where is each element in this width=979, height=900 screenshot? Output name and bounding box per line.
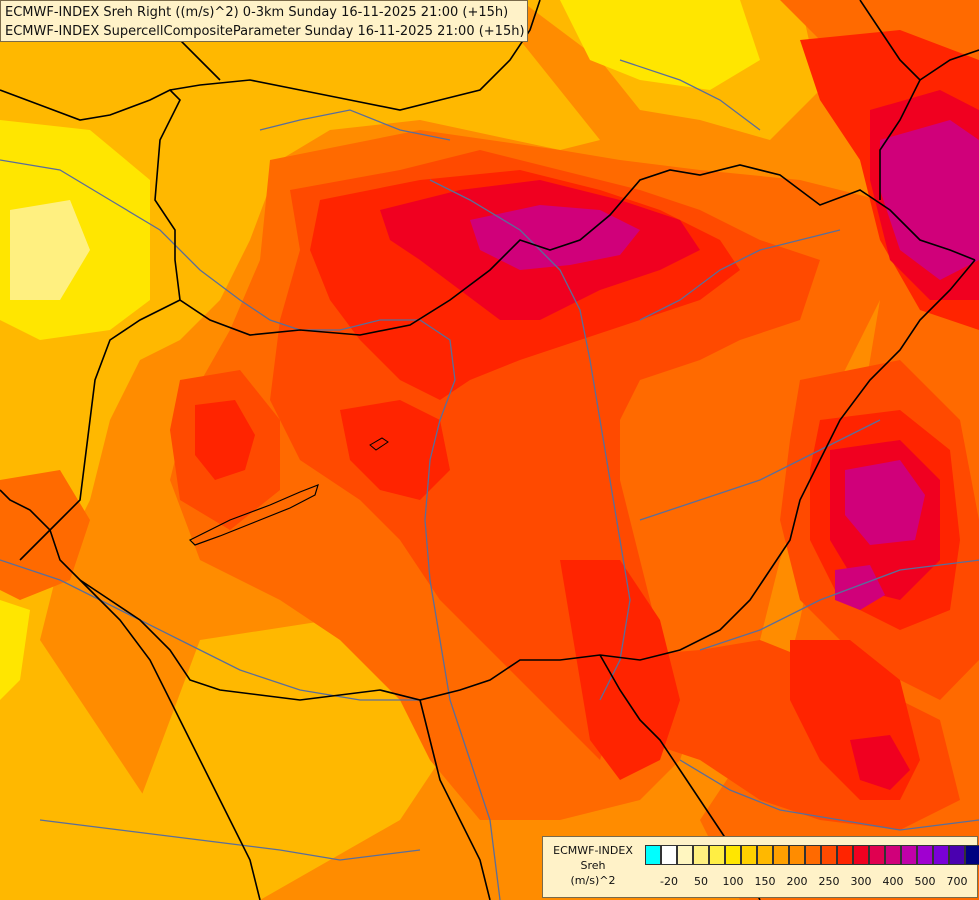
- legend-ticks: -20 50 100 150 200 250 300 400 500 700: [645, 875, 975, 891]
- legend-swatch: [885, 845, 901, 865]
- field-red-center: [340, 400, 450, 500]
- legend-title: ECMWF-INDEX Sreh (m/s)^2: [543, 843, 643, 888]
- field-yellow-north: [560, 0, 760, 90]
- legend-swatch: [725, 845, 741, 865]
- legend-title-line-1: ECMWF-INDEX: [553, 844, 633, 857]
- legend-swatch: [917, 845, 933, 865]
- legend-tick-label: 200: [786, 875, 808, 888]
- legend-swatch: [789, 845, 805, 865]
- legend-tick-label: 700: [946, 875, 968, 888]
- legend-tick-label: 400: [882, 875, 904, 888]
- field-red-west-blob: [195, 400, 255, 480]
- legend-tick-label: 100: [722, 875, 744, 888]
- field-magenta-north: [470, 205, 640, 270]
- legend-tick-label: 250: [818, 875, 840, 888]
- legend-swatch: [693, 845, 709, 865]
- legend-swatch: [933, 845, 949, 865]
- lake-outline: [188, 483, 319, 546]
- legend-swatch: [853, 845, 869, 865]
- legend-swatch: [949, 845, 965, 865]
- field-magenta-east: [845, 460, 925, 545]
- legend-swatch: [837, 845, 853, 865]
- field-yellow-sw: [0, 600, 30, 700]
- field-light-orange-south: [140, 620, 440, 900]
- legend-tick-label: 150: [754, 875, 776, 888]
- legend-tick-label: 500: [914, 875, 936, 888]
- legend-tick-label: 50: [694, 875, 708, 888]
- legend-swatch: [757, 845, 773, 865]
- legend-swatch: [773, 845, 789, 865]
- field-magenta-se: [835, 565, 885, 610]
- legend-swatch: [741, 845, 757, 865]
- river-lines: [0, 59, 979, 900]
- color-legend: ECMWF-INDEX Sreh (m/s)^2 -20 50 100 150 200 2…: [542, 836, 979, 898]
- legend-color-bar: [645, 845, 979, 865]
- legend-tick-label: 300: [850, 875, 872, 888]
- legend-tick-label: -20: [660, 875, 678, 888]
- legend-swatch: [869, 845, 885, 865]
- legend-swatch: [901, 845, 917, 865]
- map-title-line-2: ECMWF-INDEX SupercellCompositeParameter …: [5, 24, 525, 39]
- legend-swatch: [805, 845, 821, 865]
- field-crimson-se: [850, 735, 910, 790]
- legend-swatch: [645, 845, 661, 865]
- map-title-line-1: ECMWF-INDEX Sreh Right ((m/s)^2) 0-3km S…: [5, 5, 509, 20]
- legend-swatch: [677, 845, 693, 865]
- legend-title-line-2: Sreh: [580, 859, 606, 872]
- legend-swatch: [965, 845, 979, 865]
- legend-title-line-3: (m/s)^2: [570, 874, 616, 887]
- field-yellow-light-core: [10, 200, 90, 300]
- legend-swatch: [661, 845, 677, 865]
- field-magenta-ne: [880, 120, 979, 280]
- legend-swatch: [709, 845, 725, 865]
- lake-small-outline: [369, 437, 389, 451]
- map-title-box: ECMWF-INDEX Sreh Right ((m/s)^2) 0-3km S…: [0, 0, 528, 42]
- field-red-south: [560, 560, 680, 780]
- legend-swatch: [821, 845, 837, 865]
